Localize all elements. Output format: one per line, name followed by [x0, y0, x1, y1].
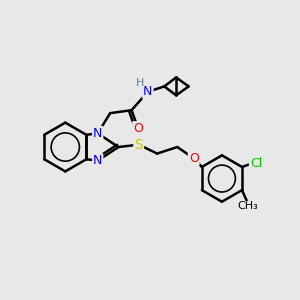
Text: Cl: Cl — [250, 157, 262, 170]
Text: H: H — [135, 78, 144, 88]
Text: N: N — [93, 127, 102, 140]
Text: S: S — [134, 138, 143, 152]
Text: N: N — [143, 85, 153, 98]
Text: O: O — [133, 122, 143, 135]
Text: CH₃: CH₃ — [238, 202, 258, 212]
Text: N: N — [93, 154, 102, 167]
Text: O: O — [189, 152, 199, 165]
